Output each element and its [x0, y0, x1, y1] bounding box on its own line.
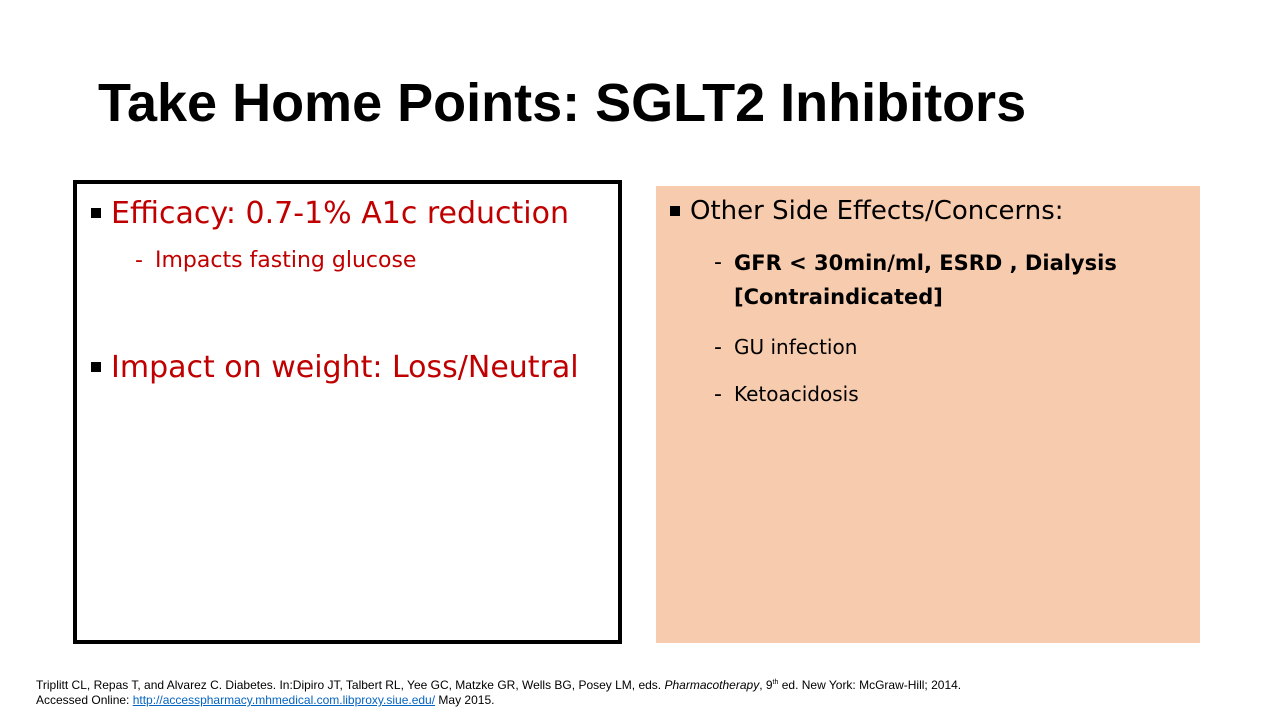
sub-bullet-keto: - Ketoacidosis	[714, 382, 859, 407]
right-panel: Other Side Effects/Concerns: - GFR < 30m…	[656, 186, 1200, 643]
citation-edition: , 9	[759, 678, 773, 692]
square-bullet-icon	[91, 362, 101, 372]
slide-title: Take Home Points: SGLT2 Inhibitors	[98, 73, 1027, 133]
bullet-text: Impact on weight: Loss/Neutral	[111, 350, 579, 385]
citation-accessed-date: May 2015.	[435, 693, 495, 707]
citation-publisher: ed. New York: McGraw-Hill; 2014.	[778, 678, 962, 692]
citation-line-1: Triplitt CL, Repas T, and Alvarez C. Dia…	[36, 675, 961, 693]
sub-bullet-fasting: - Impacts fasting glucose	[135, 248, 416, 273]
square-bullet-icon	[91, 208, 101, 218]
bullet-text: Other Side Effects/Concerns:	[690, 196, 1064, 226]
bullet-efficacy: Efficacy: 0.7-1% A1c reduction	[91, 196, 569, 231]
sub-bullet-gu: - GU infection	[714, 335, 857, 360]
citation-edition-sup: th	[772, 679, 779, 686]
dash-bullet-icon: -	[135, 248, 143, 273]
dash-bullet-icon: -	[714, 335, 722, 360]
citation-link[interactable]: http://accesspharmacy.mhmedical.com.libp…	[132, 693, 436, 707]
citation-line-2: Accessed Online: http://accesspharmacy.m…	[36, 693, 961, 708]
sub-bullet-text: GU infection	[734, 335, 858, 359]
dash-bullet-icon: -	[714, 382, 722, 407]
left-panel: Efficacy: 0.7-1% A1c reduction - Impacts…	[73, 180, 622, 644]
sub-bullet-line1: GFR < 30min/ml, ESRD , Dialysis	[734, 251, 1117, 275]
sub-bullet-text: Ketoacidosis	[734, 382, 859, 406]
bullet-weight: Impact on weight: Loss/Neutral	[91, 350, 579, 385]
sub-bullet-line2: [Contraindicated]	[734, 285, 943, 309]
citation-authors: Triplitt CL, Repas T, and Alvarez C. Dia…	[36, 678, 665, 692]
bullet-text: Efficacy: 0.7-1% A1c reduction	[111, 196, 569, 231]
bullet-side-effects: Other Side Effects/Concerns:	[670, 196, 1064, 226]
dash-bullet-icon: -	[714, 250, 722, 275]
sub-bullet-gfr: - GFR < 30min/ml, ESRD , Dialysis [Contr…	[714, 250, 1117, 314]
citation-book-title: Pharmacotherapy	[664, 678, 760, 692]
citation-accessed-label: Accessed Online:	[36, 693, 133, 707]
sub-bullet-text: Impacts fasting glucose	[155, 248, 417, 273]
citation-footer: Triplitt CL, Repas T, and Alvarez C. Dia…	[36, 675, 961, 708]
square-bullet-icon	[670, 206, 680, 216]
sub-bullet-text: GFR < 30min/ml, ESRD , Dialysis [Contrai…	[734, 246, 1117, 314]
